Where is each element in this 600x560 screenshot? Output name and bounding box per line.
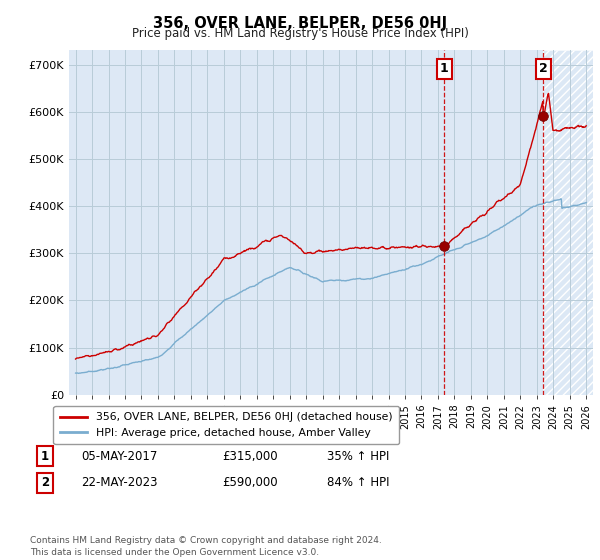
Text: Contains HM Land Registry data © Crown copyright and database right 2024.
This d: Contains HM Land Registry data © Crown c… (30, 536, 382, 557)
Text: Price paid vs. HM Land Registry's House Price Index (HPI): Price paid vs. HM Land Registry's House … (131, 27, 469, 40)
Text: 1: 1 (440, 63, 448, 76)
Text: 2: 2 (539, 63, 547, 76)
Text: 1: 1 (41, 450, 49, 463)
Text: 84% ↑ HPI: 84% ↑ HPI (327, 476, 389, 489)
Bar (543, 50, 593, 395)
Text: 22-MAY-2023: 22-MAY-2023 (81, 476, 157, 489)
Legend: 356, OVER LANE, BELPER, DE56 0HJ (detached house), HPI: Average price, detached : 356, OVER LANE, BELPER, DE56 0HJ (detach… (53, 406, 399, 444)
Text: 356, OVER LANE, BELPER, DE56 0HJ: 356, OVER LANE, BELPER, DE56 0HJ (153, 16, 447, 31)
Text: 35% ↑ HPI: 35% ↑ HPI (327, 450, 389, 463)
Text: £315,000: £315,000 (222, 450, 278, 463)
Text: £590,000: £590,000 (222, 476, 278, 489)
Bar (543, 50, 593, 395)
Text: 2: 2 (41, 476, 49, 489)
Text: 05-MAY-2017: 05-MAY-2017 (81, 450, 157, 463)
